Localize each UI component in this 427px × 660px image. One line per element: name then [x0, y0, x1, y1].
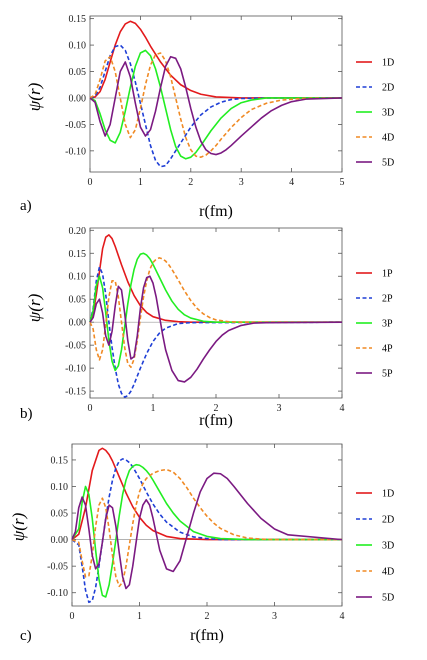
legend-label-4d: 4D: [382, 567, 394, 578]
legend-label-5p: 5P: [382, 369, 393, 380]
series-line-3p: [89, 252, 342, 372]
series-line-2d: [71, 458, 342, 604]
y-tick-label: 0.00: [69, 318, 87, 329]
y-tick-label: 0.15: [69, 14, 87, 25]
legend-label-1p: 1P: [382, 269, 393, 280]
y-axis-title: ψ(r): [9, 512, 28, 541]
x-tick-label: 0: [70, 611, 75, 622]
panel-label: a): [20, 198, 32, 214]
y-tick-label: -0.15: [65, 387, 86, 398]
legend-label-1d: 1D: [382, 489, 394, 500]
series-line-1d: [71, 447, 342, 541]
x-tick-label: 3: [277, 403, 282, 414]
x-tick-label: 1: [151, 403, 156, 414]
legend-label-2d: 2D: [382, 83, 394, 94]
y-tick-label: 0.15: [51, 455, 69, 466]
legend-label-4p: 4P: [382, 344, 393, 355]
legend-label-3p: 3P: [382, 319, 393, 330]
x-tick-label: 4: [340, 403, 345, 414]
x-tick-label: 1: [137, 611, 142, 622]
series-line-3d: [71, 463, 342, 598]
series-line-5d: [89, 55, 343, 156]
panel-label: c): [20, 628, 32, 644]
y-tick-label: 0.00: [51, 535, 69, 546]
x-tick-label: 4: [289, 177, 294, 188]
y-tick-label: 0.10: [51, 482, 69, 493]
legend-label-2d: 2D: [382, 515, 394, 526]
series-line-5p: [89, 275, 343, 383]
series-line-4d: [89, 52, 343, 158]
y-tick-label: -0.05: [47, 562, 68, 573]
plot-frame: [89, 227, 343, 399]
y-tick-label: -0.05: [65, 120, 86, 131]
y-axis-title: ψ(r): [25, 82, 44, 111]
series-line-2p: [89, 266, 343, 398]
y-tick-label: 0.10: [69, 272, 87, 283]
y-axis-title: ψ(r): [25, 293, 44, 322]
legend-label-2p: 2P: [382, 294, 393, 305]
series-line-2d: [89, 44, 342, 168]
x-tick-label: 3: [272, 611, 277, 622]
y-tick-label: 0.20: [69, 226, 87, 237]
x-axis-title: r(fm): [199, 412, 233, 429]
y-tick-label: -0.05: [65, 341, 86, 352]
y-tick-label: 0.15: [69, 249, 87, 260]
x-tick-label: 2: [205, 611, 210, 622]
y-tick-label: 0.00: [69, 93, 87, 104]
legend-label-5d: 5D: [382, 158, 394, 169]
series-line-4d: [71, 468, 342, 588]
series-line-4p: [89, 257, 342, 369]
plot-frame: [89, 15, 343, 173]
x-tick-label: 4: [340, 611, 345, 622]
y-tick-label: -0.10: [65, 146, 86, 157]
legend-label-1d: 1D: [382, 58, 394, 69]
y-tick-label: 0.05: [69, 295, 87, 306]
plot-frame: [71, 443, 343, 607]
x-axis-title: r(fm): [199, 203, 233, 220]
x-tick-label: 0: [88, 177, 93, 188]
legend-label-3d: 3D: [382, 541, 394, 552]
y-tick-label: -0.10: [65, 364, 86, 375]
series-line-1d: [89, 20, 342, 99]
legend-label-5d: 5D: [382, 593, 394, 604]
legend-label-3d: 3D: [382, 108, 394, 119]
series-line-3d: [89, 49, 342, 160]
chart-panel-2: 0 1 2 3 4 0.20 0.15 0.10 0.05 0.00 -0.05 -0.10 -0.15…: [20, 226, 393, 429]
series-line-1p: [89, 234, 342, 323]
x-axis-title: r(fm): [190, 627, 224, 644]
chart-panel-3: 0 1 2 3 4 0.15 0.10 0.05 0.00 -0.05 -0.10 1D 2D 3D 4D 5…: [9, 443, 394, 644]
series-line-5d: [71, 472, 343, 590]
x-tick-label: 2: [188, 177, 193, 188]
x-tick-label: 1: [138, 177, 143, 188]
x-tick-label: 5: [340, 177, 345, 188]
panel-label: b): [20, 406, 33, 422]
x-tick-label: 0: [88, 403, 93, 414]
y-tick-label: -0.10: [47, 588, 68, 599]
legend-label-4d: 4D: [382, 133, 394, 144]
x-tick-label: 3: [239, 177, 244, 188]
y-tick-label: 0.05: [69, 67, 87, 78]
chart-panel-1: 0 1 2 3 4 5 0.15 0.10 0.05 0.00 -0.05 -0.10 1D 2D 3D 4D…: [20, 14, 394, 220]
y-tick-label: 0.10: [69, 41, 87, 52]
y-tick-label: 0.05: [51, 509, 69, 520]
x-tick-label: 2: [214, 403, 219, 414]
